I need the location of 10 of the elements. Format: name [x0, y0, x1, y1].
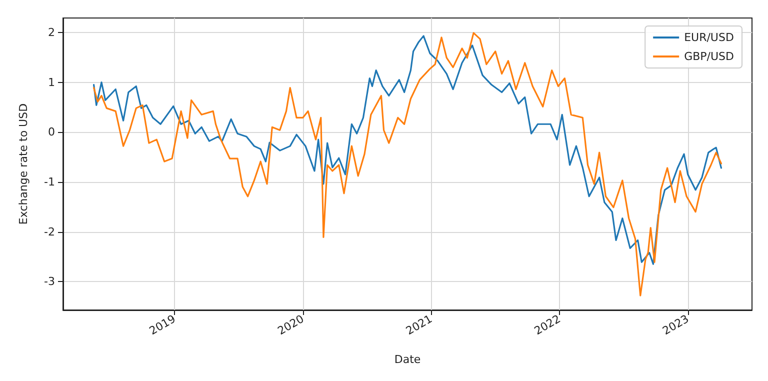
legend-label: GBP/USD [684, 50, 734, 63]
legend-label: EUR/USD [684, 31, 734, 44]
y-tick-label: -1 [44, 175, 55, 188]
y-tick-label: -3 [44, 275, 55, 288]
y-axis-title: Exchange rate to USD [17, 103, 30, 225]
y-tick-label: 0 [48, 126, 55, 139]
x-axis-title: Date [394, 353, 421, 366]
y-tick-label: 2 [48, 26, 55, 39]
y-tick-label: -2 [44, 225, 55, 238]
y-tick-label: 1 [48, 76, 55, 89]
